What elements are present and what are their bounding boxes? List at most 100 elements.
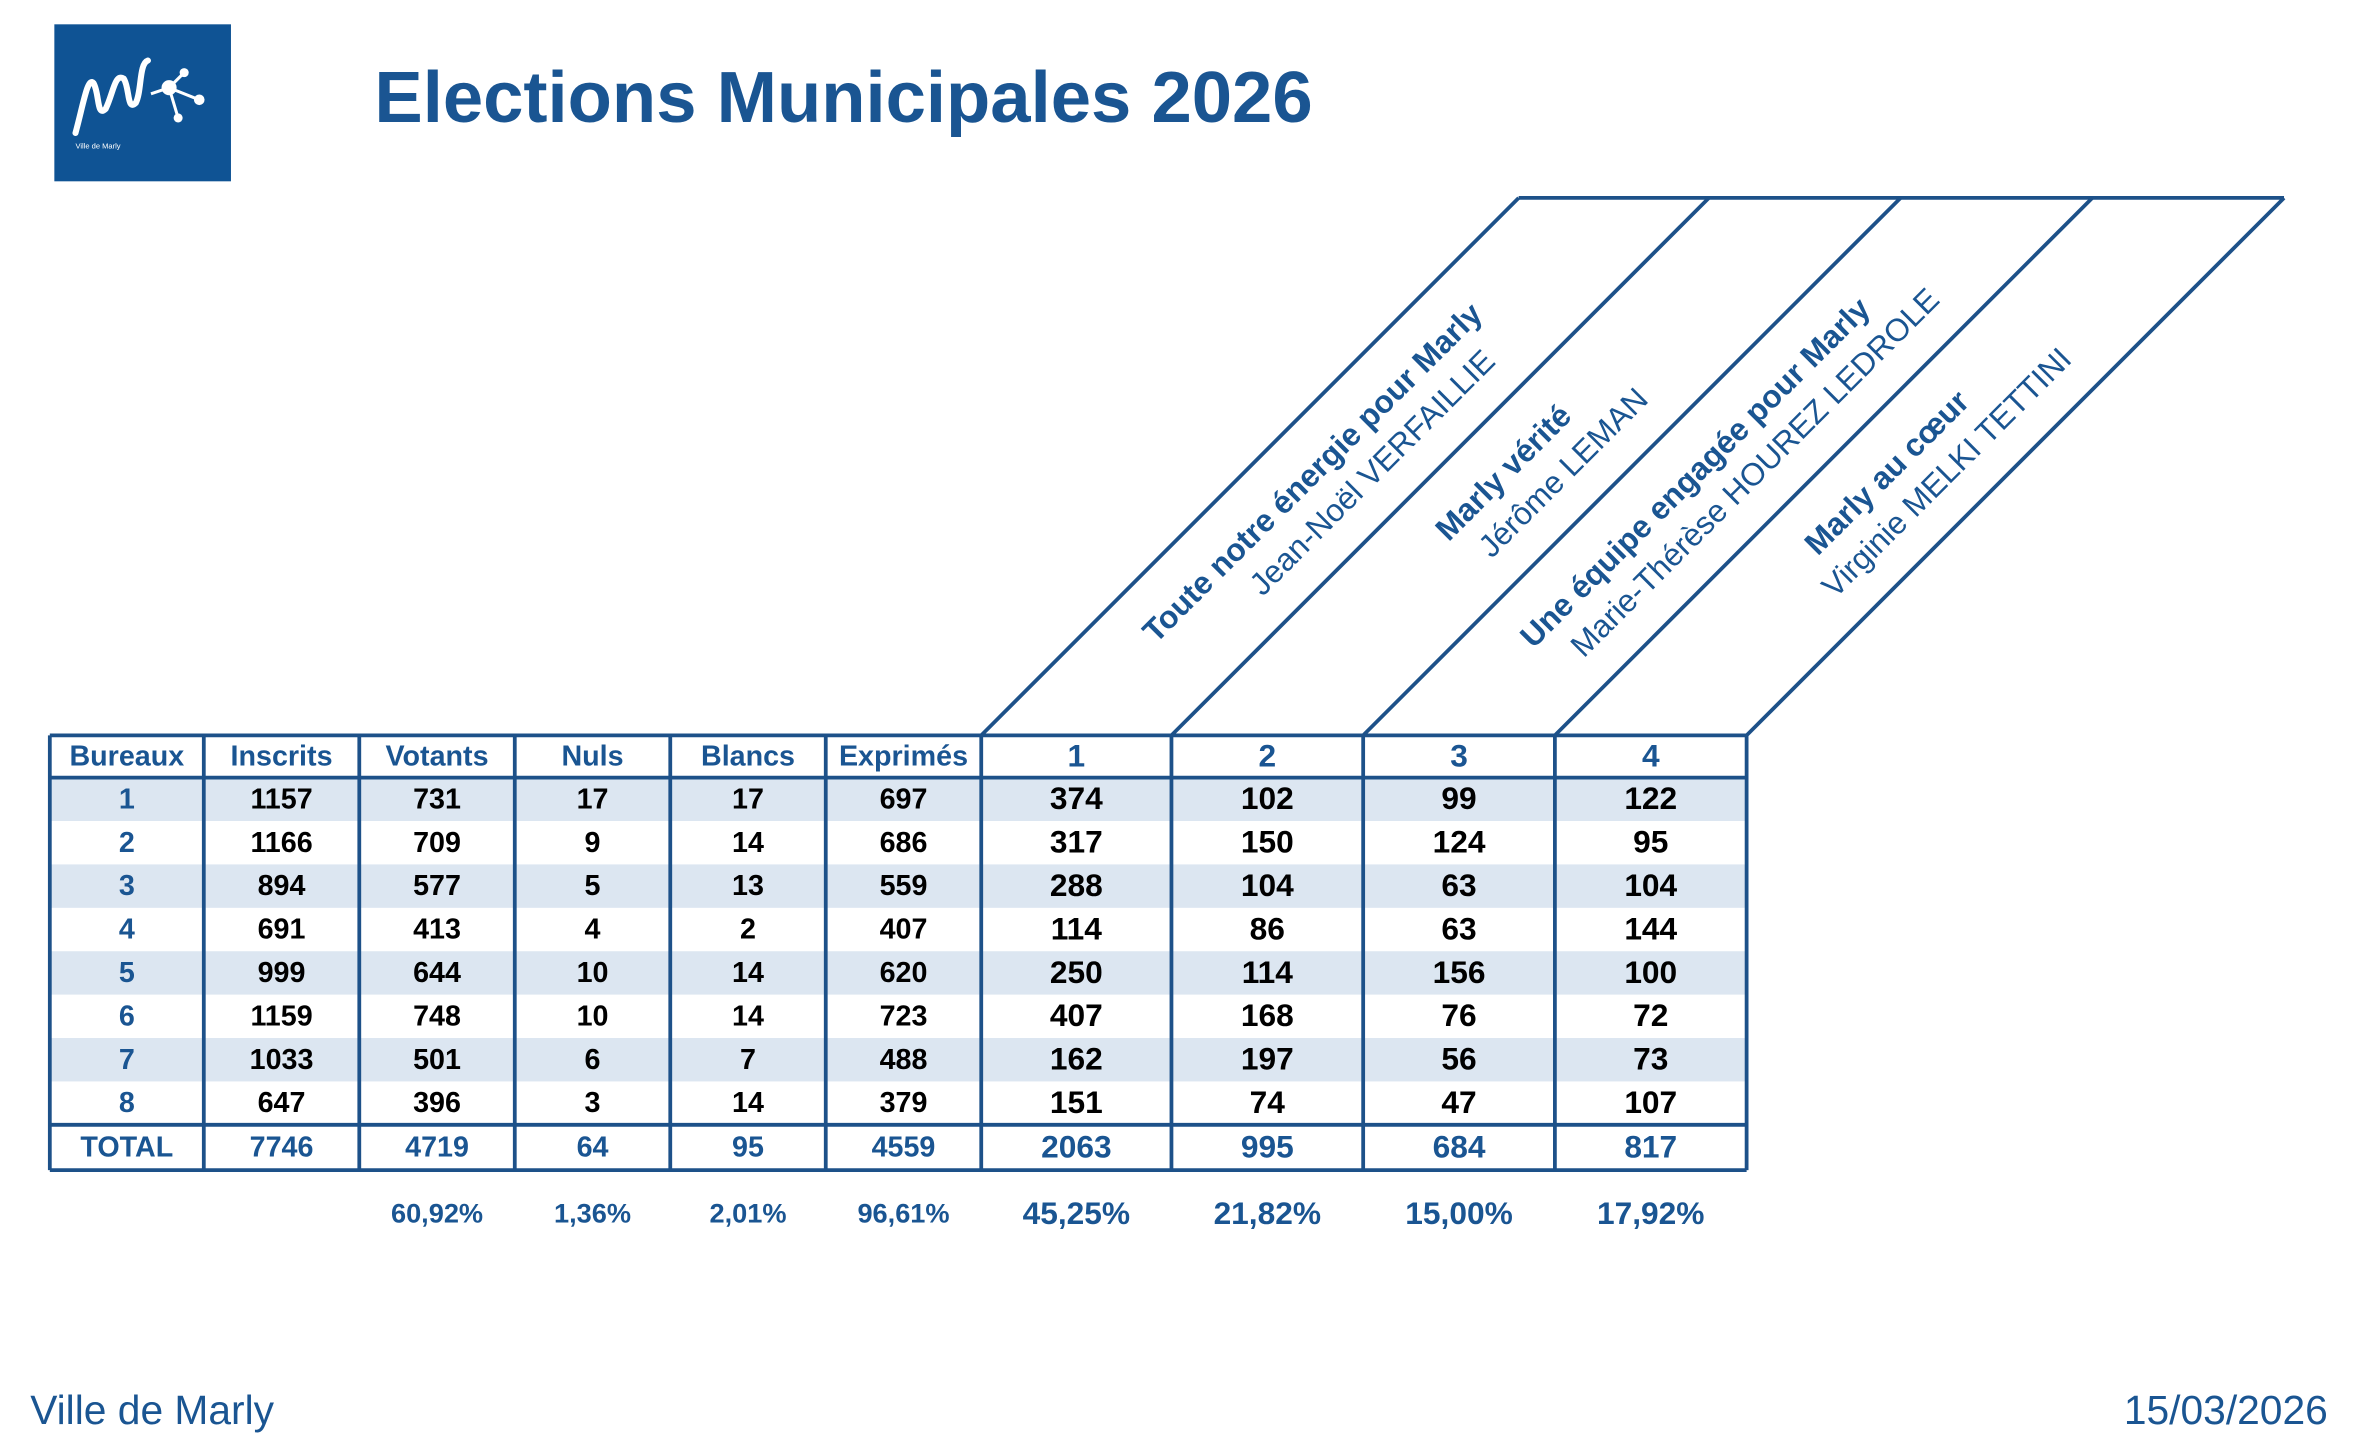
column-header: Inscrits [231, 741, 333, 773]
cell-value: 577 [413, 870, 461, 902]
total-value: 817 [1624, 1128, 1677, 1164]
candidate-name: Jean-Noël VERFAILLIE [1242, 343, 1502, 603]
total-value: 64 [577, 1132, 609, 1164]
cell-value: 47 [1441, 1084, 1476, 1120]
cell-value: 13 [732, 870, 764, 902]
cell-value: 288 [1050, 867, 1103, 903]
cell-value: 156 [1433, 954, 1486, 990]
cell-value: 14 [732, 827, 764, 859]
cell-value: 697 [880, 783, 928, 815]
cell-value: 122 [1624, 780, 1677, 816]
percentage: 2,01% [710, 1198, 787, 1229]
cell-value: 151 [1050, 1084, 1103, 1120]
bureau-number: 7 [119, 1044, 135, 1076]
cell-value: 407 [880, 914, 928, 946]
cell-value: 4 [585, 914, 601, 946]
cell-value: 317 [1050, 824, 1103, 860]
list-headers: Toute notre énergie pour MarlyJean-Noël … [979, 196, 2286, 737]
percentage: 1,36% [554, 1198, 631, 1229]
cell-value: 501 [413, 1044, 461, 1076]
column-header: 3 [1450, 737, 1468, 773]
results-table: Bureaux Inscrits Votants Nuls Blancs Exprimés… [47, 733, 1749, 1231]
total-value: 4719 [405, 1132, 469, 1164]
cell-value: 144 [1624, 910, 1677, 946]
column-header: Votants [386, 741, 489, 773]
cell-value: 1033 [250, 1044, 314, 1076]
cell-value: 17 [577, 783, 609, 815]
column-header: Exprimés [839, 741, 968, 773]
percentage: 60,92% [391, 1198, 483, 1229]
cell-value: 647 [258, 1087, 306, 1119]
cell-value: 686 [880, 827, 928, 859]
slant-edge [1170, 196, 1711, 737]
cell-value: 413 [413, 914, 461, 946]
cell-value: 14 [732, 1087, 764, 1119]
cell-value: 74 [1250, 1084, 1286, 1120]
page-title: Elections Municipales 2026 [374, 57, 1312, 138]
percentage: 17,92% [1597, 1195, 1704, 1231]
slant-edge [979, 196, 1520, 737]
column-header: Bureaux [69, 741, 184, 773]
cell-value: 691 [258, 914, 306, 946]
cell-value: 748 [413, 1000, 461, 1032]
cell-value: 56 [1441, 1041, 1476, 1077]
total-value: 2063 [1041, 1128, 1112, 1164]
cell-value: 10 [577, 1000, 609, 1032]
cell-value: 10 [577, 957, 609, 989]
cell-value: 894 [258, 870, 306, 902]
cell-value: 76 [1441, 997, 1476, 1033]
cell-value: 104 [1241, 867, 1294, 903]
total-value: TOTAL [80, 1132, 173, 1164]
cell-value: 6 [585, 1044, 601, 1076]
total-value: 7746 [250, 1132, 314, 1164]
cell-value: 731 [413, 783, 461, 815]
cell-value: 488 [880, 1044, 928, 1076]
cell-value: 620 [880, 957, 928, 989]
column-header: 1 [1068, 737, 1086, 773]
cell-value: 102 [1241, 780, 1294, 816]
cell-value: 7 [740, 1044, 756, 1076]
cell-value: 407 [1050, 997, 1103, 1033]
cell-value: 250 [1050, 954, 1103, 990]
percentage: 96,61% [857, 1198, 949, 1229]
cell-value: 374 [1050, 780, 1103, 816]
bureau-number: 1 [119, 783, 135, 815]
footer-left: Ville de Marly [30, 1387, 274, 1433]
cell-value: 72 [1633, 997, 1668, 1033]
cell-value: 86 [1250, 910, 1285, 946]
logo-lines [150, 71, 200, 119]
cell-value: 14 [732, 1000, 764, 1032]
cell-value: 63 [1441, 867, 1476, 903]
cell-value: 114 [1242, 954, 1293, 990]
slant-edge [1361, 196, 1902, 737]
percentage: 45,25% [1023, 1195, 1130, 1231]
column-header: 2 [1258, 737, 1276, 773]
cell-value: 100 [1624, 954, 1677, 990]
bureau-number: 2 [119, 827, 135, 859]
cell-value: 107 [1624, 1084, 1677, 1120]
column-header: Nuls [561, 741, 623, 773]
cell-value: 14 [732, 957, 764, 989]
cell-value: 63 [1441, 910, 1476, 946]
cell-value: 197 [1241, 1041, 1294, 1077]
footer-date: 15/03/2026 [2124, 1387, 2328, 1433]
logo-caption: Ville de Marly [75, 142, 120, 151]
row-shade [49, 864, 1747, 908]
cell-value: 1166 [250, 827, 312, 859]
bureau-number: 8 [119, 1087, 135, 1119]
cell-value: 999 [258, 957, 306, 989]
cell-value: 9 [585, 827, 601, 859]
cell-value: 17 [732, 783, 764, 815]
cell-value: 124 [1433, 824, 1486, 860]
row-shade [49, 777, 1747, 822]
cell-value: 723 [880, 1000, 928, 1032]
cell-value: 3 [585, 1087, 601, 1119]
column-header: Blancs [701, 741, 795, 773]
logo: Ville de Marly [54, 24, 231, 182]
cell-value: 73 [1633, 1041, 1668, 1077]
cell-value: 99 [1441, 780, 1476, 816]
logo-mark [72, 57, 151, 137]
